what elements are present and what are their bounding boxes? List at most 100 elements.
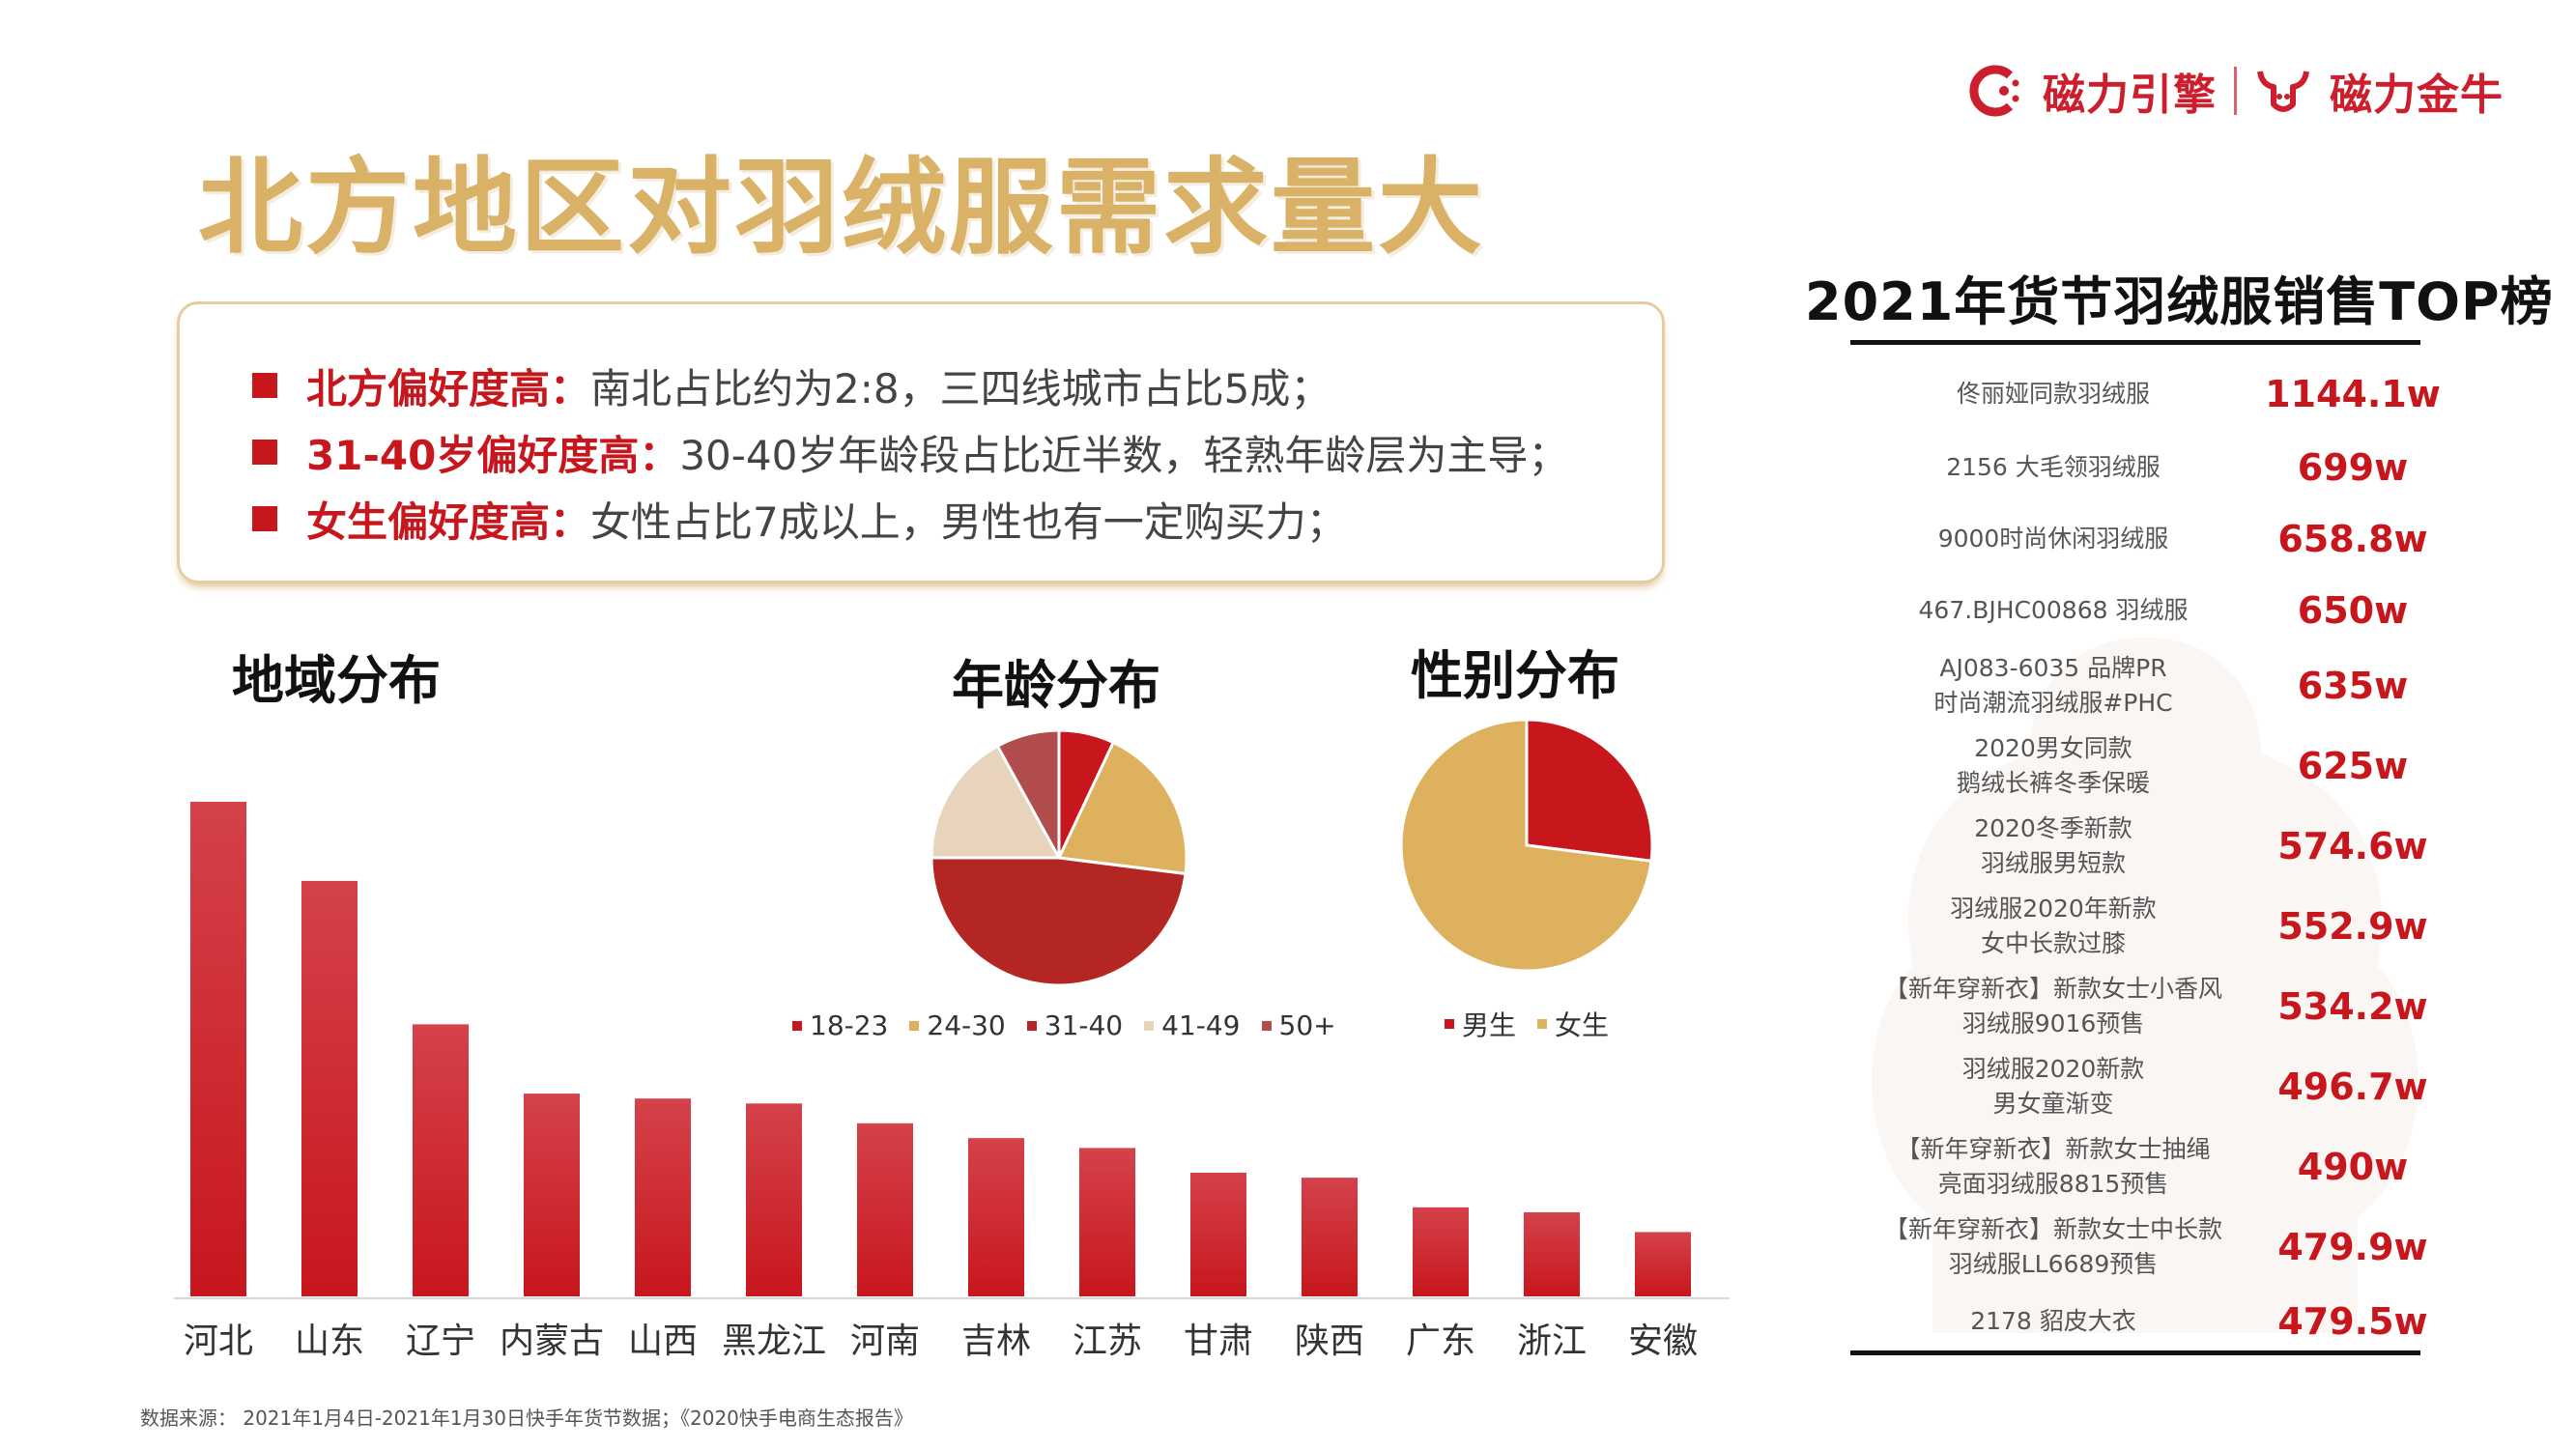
ranking-top-rule: [1850, 340, 2420, 345]
x-tick-label: 河南: [850, 1321, 920, 1361]
ranking-title: 2021年货节羽绒服销售TOP榜: [1805, 271, 2554, 332]
bar-安徽: [1635, 1232, 1691, 1296]
legend-swatch: [909, 1020, 920, 1031]
legend-item: 41-49: [1144, 1009, 1241, 1041]
bar-陕西: [1302, 1178, 1358, 1296]
gender-legend: 男生 女生: [1445, 1005, 1630, 1043]
page-title: 北方地区对羽绒服需求量大: [198, 148, 1486, 269]
legend-swatch: [1537, 1019, 1548, 1029]
pie-slice-女生: [1399, 718, 1653, 973]
sales-value: 650w: [2297, 589, 2409, 632]
sales-value: 496.7w: [2277, 1065, 2428, 1108]
square-bullet-icon: [252, 373, 277, 398]
highlight-text: 南北占比约为2:8，三四线城市占比5成；: [590, 364, 1331, 412]
sales-value: 574.6w: [2277, 825, 2428, 867]
bar-山西: [635, 1098, 691, 1296]
age-legend: 18-23 24-30 31-40 41-49 50+: [792, 1009, 1358, 1041]
ranking-row: 【新年穿新衣】新款女士小香风 羽绒服9016预售 534.2w: [1850, 968, 2449, 1045]
region-section-title: 地域分布: [232, 650, 441, 711]
sales-value: 490w: [2297, 1146, 2409, 1188]
bar-内蒙古: [524, 1094, 580, 1296]
product-name: 【新年穿新衣】新款女士小香风 羽绒服9016预售: [1883, 975, 2222, 1037]
legend-label: 24-30: [927, 1009, 1006, 1041]
ranking-row: 2156 大毛领羽绒服 699w: [1850, 429, 2449, 506]
legend-item: 24-30: [909, 1009, 1006, 1041]
pie-slice-24-30: [1056, 740, 1188, 876]
x-tick-label: 内蒙古: [500, 1321, 604, 1361]
pie-slice-41-49: [930, 744, 1062, 860]
cili-engine-logo-icon: [1969, 65, 2019, 117]
ranking-row: 羽绒服2020年新款 女中长款过膝 552.9w: [1850, 888, 2449, 965]
data-source-note: 数据来源： 2021年1月4日-2021年1月30日快手年货节数据；《2020快…: [140, 1406, 913, 1430]
bar-黑龙江: [746, 1103, 802, 1296]
x-tick-label: 山西: [628, 1321, 698, 1361]
x-tick-label: 黑龙江: [722, 1321, 826, 1361]
legend-label: 41-49: [1161, 1009, 1241, 1041]
bar-广东: [1413, 1207, 1469, 1296]
pie-slice-31-40: [930, 856, 1188, 987]
bull-logo-icon: [2257, 71, 2309, 112]
legend-label: 50+: [1278, 1009, 1336, 1041]
bar-甘肃: [1190, 1173, 1246, 1296]
square-bullet-icon: [252, 440, 277, 465]
ranking-row: 【新年穿新衣】新款女士中长款 羽绒服LL6689预售 479.9w: [1850, 1208, 2449, 1286]
x-tick-label: 江苏: [1073, 1321, 1142, 1361]
sales-value: 625w: [2297, 745, 2409, 787]
legend-item: 女生: [1537, 1005, 1609, 1043]
product-name: 2178 貂皮大衣: [1970, 1307, 2136, 1335]
product-name: 2156 大毛领羽绒服: [1946, 453, 2161, 481]
sales-value: 699w: [2297, 446, 2409, 489]
ranking-row: AJ083-6035 品牌PR 时尚潮流羽绒服#PHC 635w: [1850, 647, 2449, 724]
legend-item: 31-40: [1026, 1009, 1124, 1041]
sales-value: 658.8w: [2277, 518, 2428, 560]
bar-吉林: [968, 1138, 1024, 1296]
gender-section-title: 性别分布: [1411, 645, 1619, 706]
x-tick-label: 甘肃: [1184, 1321, 1253, 1361]
highlight-item: 北方偏好度高： 南北占比约为2:8，三四线城市占比5成；: [252, 356, 1331, 414]
bar-江苏: [1079, 1148, 1135, 1296]
x-tick-label: 安徽: [1628, 1321, 1698, 1361]
product-name: 2020男女同款 鹅绒长裤冬季保暖: [1956, 734, 2150, 797]
highlight-key: 31-40岁偏好度高：: [306, 431, 680, 479]
product-name: AJ083-6035 品牌PR 时尚潮流羽绒服#PHC: [1933, 654, 2173, 717]
highlight-item: 女生偏好度高： 女性占比7成以上，男性也有一定购买力；: [252, 490, 1347, 548]
product-name: 【新年穿新衣】新款女士中长款 羽绒服LL6689预售: [1883, 1215, 2222, 1278]
legend-item: 男生: [1445, 1005, 1516, 1043]
highlight-text: 30-40岁年龄段占比近半数，轻熟年龄层为主导；: [679, 431, 1569, 479]
logo-divider: [2234, 67, 2237, 115]
x-tick-label: 陕西: [1295, 1321, 1364, 1361]
product-name: 2020冬季新款 羽绒服男短款: [1974, 814, 2132, 877]
legend-swatch: [1445, 1019, 1454, 1029]
highlight-key: 北方偏好度高：: [306, 364, 591, 412]
sales-value: 635w: [2297, 665, 2409, 707]
legend-swatch: [1261, 1020, 1272, 1031]
ranking-row: 2020男女同款 鹅绒长裤冬季保暖 625w: [1850, 727, 2449, 805]
ranking-row: 羽绒服2020新款 男女童渐变 496.7w: [1850, 1048, 2449, 1125]
product-name: 佟丽娅同款羽绒服: [1956, 380, 2150, 408]
ranking-row: 2020冬季新款 羽绒服男短款 574.6w: [1850, 808, 2449, 885]
pie-slice-50+: [995, 728, 1061, 859]
ranking-row: 【新年穿新衣】新款女士抽绳 亮面羽绒服8815预售 490w: [1850, 1128, 2449, 1206]
highlight-item: 31-40岁偏好度高： 30-40岁年龄段占比近半数，轻熟年龄层为主导；: [252, 423, 1568, 481]
region-bar-chart: 河北 山东 辽宁 内蒙古 山西 黑龙江 河南 吉林 江苏 甘肃 陕西 广东 浙江 安徽: [174, 802, 1730, 1361]
bar-河南: [857, 1122, 913, 1296]
product-name: 羽绒服2020新款 男女童渐变: [1961, 1055, 2145, 1118]
ranking-bottom-rule: [1850, 1350, 2420, 1355]
bar-河北: [190, 802, 246, 1296]
legend-swatch: [792, 1020, 802, 1031]
pie-slice-男生: [1525, 718, 1654, 863]
ranking-row: 9000时尚休闲羽绒服 658.8w: [1850, 500, 2449, 578]
legend-label: 31-40: [1044, 1009, 1124, 1041]
product-name: 【新年穿新衣】新款女士抽绳 亮面羽绒服8815预售: [1896, 1135, 2211, 1198]
legend-label: 18-23: [810, 1009, 889, 1041]
highlight-text: 女性占比7成以上，男性也有一定购买力；: [590, 497, 1347, 546]
logo-cili-engine: 磁力引擎: [2043, 71, 2217, 120]
x-tick-label: 辽宁: [406, 1321, 475, 1361]
x-tick-label: 广东: [1406, 1321, 1475, 1361]
sales-value: 1144.1w: [2265, 373, 2441, 415]
x-tick-label: 河北: [184, 1321, 253, 1361]
ranking-row: 2178 貂皮大衣 479.5w: [1850, 1283, 2449, 1360]
down-jacket-watermark-icon: [1872, 638, 2419, 1333]
age-pie-chart: [930, 728, 1188, 987]
legend-item: 50+: [1261, 1009, 1336, 1041]
